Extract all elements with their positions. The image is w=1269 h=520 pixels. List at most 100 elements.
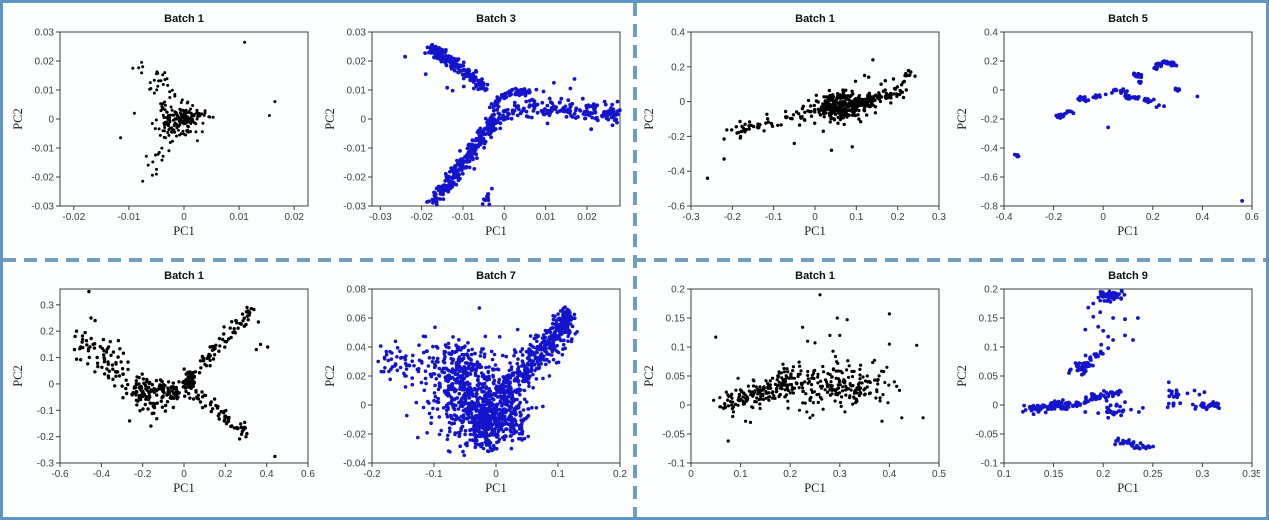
svg-text:-0.3: -0.3 (682, 212, 700, 223)
svg-text:-0.2: -0.2 (724, 212, 742, 223)
svg-text:0: 0 (360, 401, 366, 412)
svg-text:0.2: 0.2 (218, 469, 232, 480)
svg-text:Batch 5: Batch 5 (1108, 13, 1148, 25)
svg-text:0.15: 0.15 (978, 314, 998, 325)
svg-text:-0.1: -0.1 (765, 212, 783, 223)
svg-text:-0.05: -0.05 (662, 430, 685, 441)
panel-top-left: -0.02 -0.01 0 0.01 0.02 -0.03 -0.02 -0.01 0 0.01 0… (3, 3, 635, 260)
svg-text:0.1: 0.1 (734, 469, 748, 480)
svg-text:0: 0 (679, 97, 685, 108)
svg-text:0: 0 (181, 212, 187, 223)
svg-text:0: 0 (48, 115, 54, 126)
svg-text:0.3: 0.3 (1195, 469, 1209, 480)
svg-text:PC2: PC2 (323, 365, 337, 387)
svg-text:0.2: 0.2 (984, 285, 998, 296)
svg-text:0.2: 0.2 (984, 57, 998, 68)
svg-text:-0.3: -0.3 (36, 459, 54, 470)
svg-text:-0.2: -0.2 (363, 469, 381, 480)
scatter-plot-br-batch1: 0 0.1 0.2 0.3 0.4 0.5 -0.1 -0.05 0 0.05 0.1 0.15 0.2… (642, 270, 946, 495)
svg-text:PC1: PC1 (485, 481, 507, 495)
svg-text:0.08: 0.08 (347, 285, 367, 296)
svg-text:0: 0 (1100, 212, 1106, 223)
svg-text:0: 0 (181, 469, 187, 480)
svg-text:0.02: 0.02 (577, 212, 597, 223)
svg-text:Batch 3: Batch 3 (476, 13, 516, 25)
svg-text:0: 0 (48, 379, 54, 390)
svg-text:0: 0 (360, 115, 366, 126)
svg-text:PC1: PC1 (173, 481, 195, 495)
svg-text:-0.1: -0.1 (425, 469, 443, 480)
svg-text:-0.01: -0.01 (117, 212, 140, 223)
svg-text:PC1: PC1 (1117, 224, 1139, 238)
svg-text:-0.4: -0.4 (92, 469, 110, 480)
scatter-plot-tr-batch5: -0.4 -0.2 0 0.2 0.4 0.6 -0.8 -0.6 -0.4 -0.2 0 0.2 0.… (955, 13, 1259, 238)
scatter-plot-bl-batch7: -0.2 -0.1 0 0.1 0.2 -0.04 -0.02 0 0.02 0.04 0.06 0.… (323, 270, 627, 495)
svg-text:0.2: 0.2 (613, 469, 627, 480)
svg-text:0.03: 0.03 (347, 28, 367, 39)
svg-text:0.1: 0.1 (551, 469, 565, 480)
svg-text:0.2: 0.2 (783, 469, 797, 480)
svg-text:0.3: 0.3 (833, 469, 847, 480)
panel-bottom-left: -0.6 -0.4 -0.2 0 0.2 0.4 0.6 -0.3 -0.2 -0.1 0 0.1 0.… (3, 260, 635, 517)
svg-text:0.1: 0.1 (849, 212, 863, 223)
panel-bottom-right: 0 0.1 0.2 0.3 0.4 0.5 -0.1 -0.05 0 0.05 0.1 0.15 0.2… (635, 260, 1267, 517)
svg-text:Batch 1: Batch 1 (795, 13, 835, 25)
svg-text:-0.02: -0.02 (343, 173, 366, 184)
svg-text:0.2: 0.2 (40, 327, 54, 338)
panel-top-right: -0.3 -0.2 -0.1 0 0.1 0.2 0.3 -0.6 -0.4 -0.2 0 0.2 0.… (635, 3, 1267, 260)
svg-text:0.6: 0.6 (301, 469, 315, 480)
svg-text:PC1: PC1 (173, 224, 195, 238)
svg-text:0.01: 0.01 (229, 212, 249, 223)
svg-text:-0.1: -0.1 (668, 459, 686, 470)
svg-text:-0.4: -0.4 (668, 167, 686, 178)
svg-text:0.35: 0.35 (1242, 469, 1260, 480)
svg-text:0: 0 (493, 469, 499, 480)
scatter-plot-br-batch9: 0.1 0.15 0.2 0.25 0.3 0.35 -0.1 -0.05 0 0.05 0.1 0.… (955, 270, 1260, 495)
svg-text:0: 0 (679, 401, 685, 412)
svg-text:-0.2: -0.2 (668, 132, 686, 143)
svg-text:0.06: 0.06 (347, 314, 367, 325)
svg-text:0.01: 0.01 (536, 212, 556, 223)
svg-text:-0.03: -0.03 (369, 212, 392, 223)
svg-text:0.02: 0.02 (34, 57, 54, 68)
svg-text:-0.6: -0.6 (51, 469, 69, 480)
svg-text:PC1: PC1 (804, 224, 826, 238)
svg-text:-0.01: -0.01 (452, 212, 475, 223)
svg-text:Batch 1: Batch 1 (795, 270, 835, 282)
svg-text:Batch 1: Batch 1 (164, 270, 204, 282)
svg-text:-0.8: -0.8 (980, 202, 998, 213)
svg-text:PC1: PC1 (1117, 481, 1139, 495)
svg-text:-0.2: -0.2 (36, 432, 54, 443)
svg-text:PC2: PC2 (642, 365, 656, 387)
svg-text:PC2: PC2 (11, 108, 25, 130)
svg-text:0.4: 0.4 (1195, 212, 1209, 223)
svg-text:0: 0 (501, 212, 507, 223)
svg-text:-0.1: -0.1 (980, 459, 998, 470)
svg-text:0.6: 0.6 (1245, 212, 1259, 223)
svg-text:-0.02: -0.02 (31, 173, 54, 184)
horizontal-dashed-divider (3, 258, 1266, 262)
svg-text:PC1: PC1 (804, 481, 826, 495)
svg-text:PC2: PC2 (955, 365, 969, 387)
svg-text:-0.03: -0.03 (343, 202, 366, 213)
svg-text:0.1: 0.1 (984, 343, 998, 354)
svg-text:0.1: 0.1 (671, 343, 685, 354)
svg-text:-0.2: -0.2 (980, 115, 998, 126)
svg-text:0: 0 (812, 212, 818, 223)
svg-text:0.4: 0.4 (671, 28, 685, 39)
svg-text:0.02: 0.02 (284, 212, 304, 223)
svg-text:0.4: 0.4 (259, 469, 273, 480)
svg-text:-0.6: -0.6 (980, 173, 998, 184)
svg-text:0.03: 0.03 (34, 28, 54, 39)
svg-text:-0.4: -0.4 (995, 212, 1013, 223)
svg-text:-0.2: -0.2 (1044, 212, 1062, 223)
svg-text:0.05: 0.05 (666, 372, 686, 383)
svg-text:-0.05: -0.05 (975, 430, 998, 441)
svg-text:-0.2: -0.2 (134, 469, 152, 480)
svg-text:0.02: 0.02 (347, 57, 367, 68)
svg-text:-0.03: -0.03 (31, 202, 54, 213)
svg-text:-0.02: -0.02 (62, 212, 85, 223)
svg-text:Batch 1: Batch 1 (164, 13, 204, 25)
svg-text:0.25: 0.25 (1143, 469, 1163, 480)
scatter-plot-tr-batch1: -0.3 -0.2 -0.1 0 0.1 0.2 0.3 -0.6 -0.4 -0.2 0 0.2 0.… (642, 13, 946, 238)
